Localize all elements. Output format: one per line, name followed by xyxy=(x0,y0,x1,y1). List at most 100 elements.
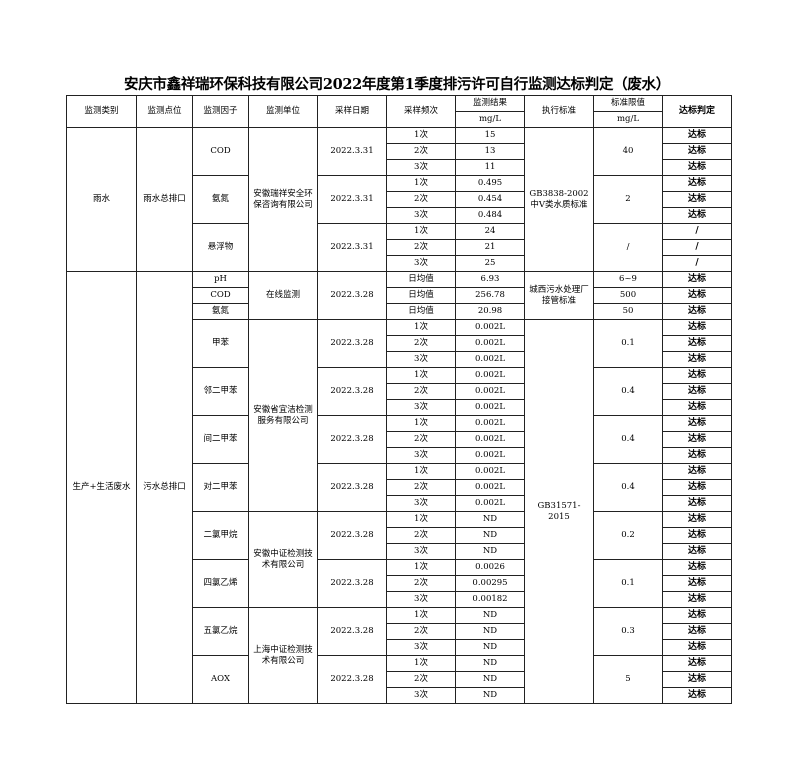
verdict-cell: 达标 xyxy=(662,415,732,432)
freq-cell: 3次 xyxy=(386,159,456,176)
header-standard: 执行标准 xyxy=(524,95,594,128)
agency-cell: 在线监测 xyxy=(248,271,318,320)
result-cell: 0.002L xyxy=(455,335,525,352)
header-date: 采样日期 xyxy=(317,95,387,128)
category-cell: 生产+生活废水 xyxy=(66,271,137,704)
verdict-cell: 达标 xyxy=(662,367,732,384)
header-point: 监测点位 xyxy=(136,95,193,128)
verdict-cell: / xyxy=(662,239,732,256)
verdict-cell: 达标 xyxy=(662,399,732,416)
freq-cell: 1次 xyxy=(386,463,456,480)
table-row: 2次 ND 达标 xyxy=(67,527,732,544)
result-cell: 0.002L xyxy=(455,463,525,480)
limit-cell: / xyxy=(593,223,663,272)
date-cell: 2022.3.28 xyxy=(317,415,387,464)
table-row: 3次 ND 达标 xyxy=(67,687,732,704)
result-cell: 0.454 xyxy=(455,191,525,208)
result-cell: 256.78 xyxy=(455,287,525,304)
monitoring-table: 监测类别 监测点位 监测因子 监测单位 采样日期 采样频次 监测结果 执行标准 … xyxy=(66,95,732,704)
result-cell: 0.0026 xyxy=(455,559,525,576)
agency-cell: 上海中证检测技术有限公司 xyxy=(248,607,318,704)
factor-cell: 甲苯 xyxy=(192,319,249,368)
verdict-cell: 达标 xyxy=(662,543,732,560)
table-row: 2次 0.454 达标 xyxy=(67,191,732,208)
result-cell: 15 xyxy=(455,127,525,144)
table-row: 3次 0.00182 达标 xyxy=(67,591,732,608)
freq-cell: 日均值 xyxy=(386,287,456,304)
factor-cell: 二氯甲烷 xyxy=(192,511,249,560)
date-cell: 2022.3.31 xyxy=(317,127,387,176)
result-cell: 0.002L xyxy=(455,431,525,448)
table-row: 悬浮物 2022.3.31 1次 24// xyxy=(67,223,732,272)
date-cell: 2022.3.31 xyxy=(317,223,387,272)
verdict-cell: 达标 xyxy=(662,127,732,144)
limit-cell: 0.4 xyxy=(593,463,663,512)
header-result-unit: mg/L xyxy=(455,111,525,128)
freq-cell: 1次 xyxy=(386,511,456,528)
freq-cell: 1次 xyxy=(386,175,456,192)
factor-cell: AOX xyxy=(192,655,249,704)
verdict-cell: 达标 xyxy=(662,607,732,624)
verdict-cell: 达标 xyxy=(662,559,732,576)
header-verdict: 达标判定 xyxy=(662,95,732,128)
result-cell: 0.002L xyxy=(455,351,525,368)
table-row: AOX 2022.3.28 1次 ND 5 达标 xyxy=(67,655,732,704)
freq-cell: 2次 xyxy=(386,239,456,256)
result-cell: 0.00295 xyxy=(455,575,525,592)
freq-cell: 2次 xyxy=(386,575,456,592)
verdict-cell: 达标 xyxy=(662,303,732,320)
standard-cell: GB31571-2015 xyxy=(524,319,594,704)
result-cell: 0.002L xyxy=(455,399,525,416)
verdict-cell: 达标 xyxy=(662,287,732,304)
verdict-cell: 达标 xyxy=(662,671,732,688)
date-cell: 2022.3.28 xyxy=(317,319,387,368)
freq-cell: 3次 xyxy=(386,495,456,512)
result-cell: ND xyxy=(455,607,525,624)
date-cell: 2022.3.28 xyxy=(317,367,387,416)
verdict-cell: 达标 xyxy=(662,319,732,336)
factor-cell: 悬浮物 xyxy=(192,223,249,272)
factor-cell: 氨氮 xyxy=(192,303,249,320)
date-cell: 2022.3.28 xyxy=(317,271,387,320)
point-cell: 雨水总排口 xyxy=(136,127,193,272)
date-cell: 2022.3.28 xyxy=(317,655,387,704)
freq-cell: 1次 xyxy=(386,127,456,144)
freq-cell: 日均值 xyxy=(386,271,456,288)
category-cell: 雨水 xyxy=(66,127,137,272)
result-cell: 24 xyxy=(455,223,525,240)
result-cell: 0.002L xyxy=(455,383,525,400)
freq-cell: 3次 xyxy=(386,591,456,608)
freq-cell: 3次 xyxy=(386,447,456,464)
limit-cell: 0.4 xyxy=(593,367,663,416)
result-cell: 21 xyxy=(455,239,525,256)
factor-cell: 邻二甲苯 xyxy=(192,367,249,416)
table-row: 2次 21 / xyxy=(67,239,732,256)
verdict-cell: 达标 xyxy=(662,511,732,528)
header-agency: 监测单位 xyxy=(248,95,318,128)
header-limit: 标准限值 xyxy=(593,95,663,112)
freq-cell: 1次 xyxy=(386,319,456,336)
freq-cell: 2次 xyxy=(386,191,456,208)
table-row: 2次 0.002L 达标 xyxy=(67,335,732,352)
result-cell: 11 xyxy=(455,159,525,176)
standard-cell: 城西污水处理厂接管标准 xyxy=(524,271,594,320)
verdict-cell: 达标 xyxy=(662,191,732,208)
factor-cell: COD xyxy=(192,127,249,176)
table-row: 五氯乙烷 上海中证检测技术有限公司 2022.3.28 1次 ND 0.3 达标 xyxy=(67,607,732,704)
document-title: 安庆市鑫祥瑞环保科技有限公司2022年度第1季度排污许可自行监测达标判定（废水） xyxy=(124,76,670,93)
freq-cell: 2次 xyxy=(386,335,456,352)
verdict-cell: 达标 xyxy=(662,527,732,544)
freq-cell: 3次 xyxy=(386,687,456,704)
header-factor: 监测因子 xyxy=(192,95,249,128)
table-row: 四氯乙烯 2022.3.28 1次 0.0026 0.1 达标 xyxy=(67,559,732,608)
verdict-cell: 达标 xyxy=(662,271,732,288)
table-row: 氨氮 2022.3.31 1次 0.495 2 达标 xyxy=(67,175,732,224)
result-cell: 13 xyxy=(455,143,525,160)
table-row: 2次 ND 达标 xyxy=(67,623,732,640)
table-row: 2次 13 达标 xyxy=(67,143,732,160)
agency-cell: 安徽中证检测技术有限公司 xyxy=(248,511,318,608)
table-row: 2次 0.00295 达标 xyxy=(67,575,732,592)
date-cell: 2022.3.28 xyxy=(317,559,387,608)
freq-cell: 3次 xyxy=(386,639,456,656)
header-unit-row: mg/L mg/L xyxy=(67,111,732,128)
